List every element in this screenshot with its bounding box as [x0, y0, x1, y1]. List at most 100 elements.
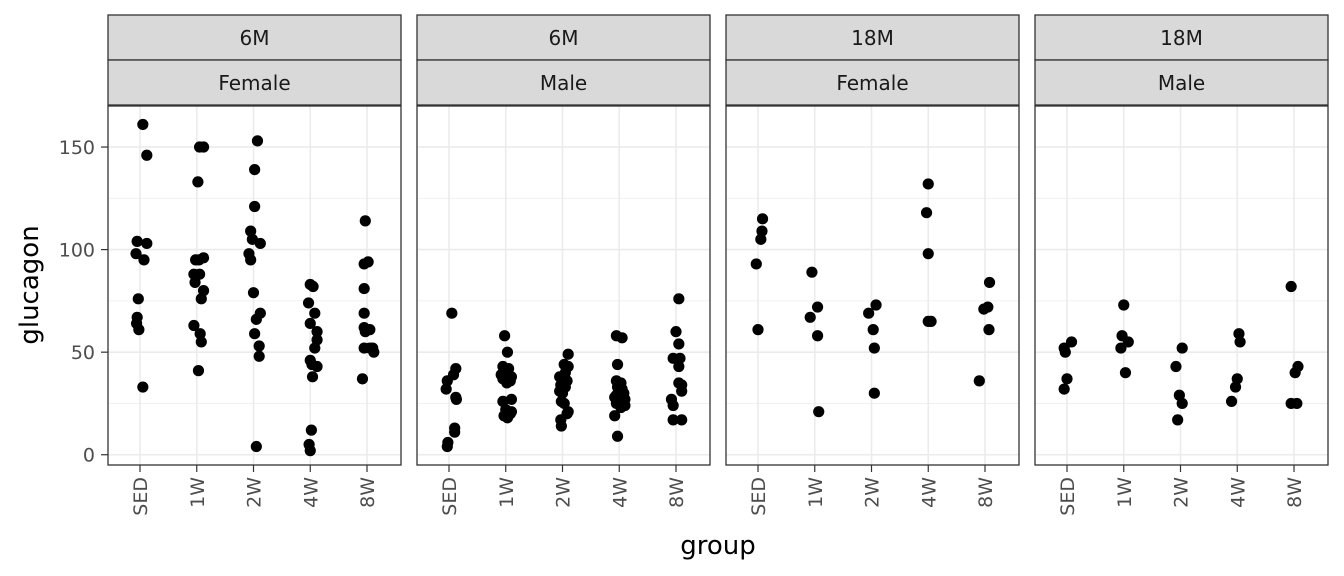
data-point [1170, 360, 1182, 373]
data-point [868, 387, 880, 399]
data-point [141, 149, 153, 161]
x-tick-label: 8W [975, 477, 997, 508]
strip-top-label: 18M [851, 26, 894, 50]
x-tick-label: 1W [1114, 477, 1136, 508]
data-point [131, 235, 143, 247]
x-tick-label: 4W [609, 477, 631, 508]
panel-border [1034, 105, 1329, 466]
data-point [358, 307, 370, 319]
data-point [307, 280, 319, 293]
data-point [501, 377, 513, 389]
x-tick-label: 1W [187, 477, 209, 508]
data-point [446, 307, 458, 319]
data-point [358, 282, 370, 295]
data-point [247, 287, 260, 299]
data-point [611, 358, 624, 371]
strip-top-background [416, 14, 711, 61]
data-point [449, 426, 461, 438]
y-axis-title: glucagon [15, 225, 45, 344]
strip-bottom-background [416, 59, 711, 106]
data-point [368, 346, 380, 358]
data-point [250, 313, 262, 325]
data-point [254, 237, 266, 250]
panel-border [416, 105, 711, 466]
data-point [193, 268, 206, 280]
data-point [304, 445, 316, 457]
x-tick-label: 2W [244, 477, 266, 508]
data-point [309, 342, 321, 354]
data-point [309, 307, 321, 319]
x-tick-label: 4W [1227, 477, 1249, 508]
data-point [756, 225, 768, 237]
data-point [1122, 336, 1134, 348]
x-tick-label: 4W [918, 477, 940, 508]
data-point [562, 348, 574, 360]
data-point [197, 141, 210, 153]
data-point [189, 276, 201, 289]
data-point [192, 365, 205, 377]
data-point [609, 410, 621, 422]
data-point [253, 340, 265, 352]
data-point [978, 303, 990, 315]
data-point [137, 118, 149, 131]
data-point [501, 346, 514, 358]
data-point [922, 178, 934, 190]
data-point [1058, 383, 1070, 395]
x-tick-label: SED [130, 477, 152, 516]
data-point [755, 233, 767, 245]
strip-bottom-label: Male [540, 71, 587, 95]
data-point [1176, 397, 1188, 410]
data-point [1065, 336, 1078, 348]
data-point [359, 215, 371, 227]
data-point [505, 393, 518, 405]
data-point [673, 293, 685, 305]
data-point [364, 324, 376, 336]
data-point [1172, 414, 1184, 426]
data-point [305, 424, 317, 436]
x-tick-label: 1W [496, 477, 518, 508]
data-point [193, 254, 205, 266]
x-tick-label: 2W [553, 477, 575, 508]
strip-top-background [725, 14, 1020, 61]
data-point [195, 293, 207, 305]
data-point [922, 248, 934, 260]
data-point [311, 326, 323, 338]
data-point [752, 324, 764, 336]
data-point [250, 440, 262, 453]
data-point [804, 311, 816, 323]
data-point [188, 319, 200, 332]
data-point [983, 276, 996, 289]
data-point [983, 324, 995, 336]
data-point [194, 328, 206, 340]
data-point [556, 387, 569, 399]
strip-top-label: 18M [1160, 26, 1203, 50]
data-point [867, 324, 879, 336]
data-point [868, 342, 880, 354]
data-point [676, 385, 688, 397]
data-point [133, 324, 145, 336]
data-point [811, 301, 824, 313]
data-point [1118, 299, 1130, 311]
x-tick-label: SED [1057, 477, 1079, 516]
data-point [249, 163, 261, 176]
strip-bottom-label: Female [218, 71, 290, 95]
data-point [132, 293, 144, 305]
y-tick-label: 50 [71, 342, 95, 364]
data-point [676, 414, 688, 426]
data-point [356, 373, 369, 385]
x-tick-label: 2W [1171, 477, 1193, 508]
y-tick-label: 0 [83, 445, 95, 467]
strip-bottom-label: Female [836, 71, 908, 95]
y-tick-label: 150 [59, 137, 95, 159]
data-point [750, 258, 762, 270]
data-point [1225, 395, 1238, 408]
data-point [863, 307, 875, 319]
panel-border [107, 105, 402, 466]
facet-panel: 6M Female SED 1W 2W 4W 8W [107, 14, 402, 516]
strip-top-label: 6M [240, 26, 270, 50]
data-point [1229, 381, 1242, 393]
data-point [616, 332, 628, 344]
data-point [1233, 328, 1245, 340]
data-point [555, 420, 567, 432]
data-point [615, 401, 627, 414]
